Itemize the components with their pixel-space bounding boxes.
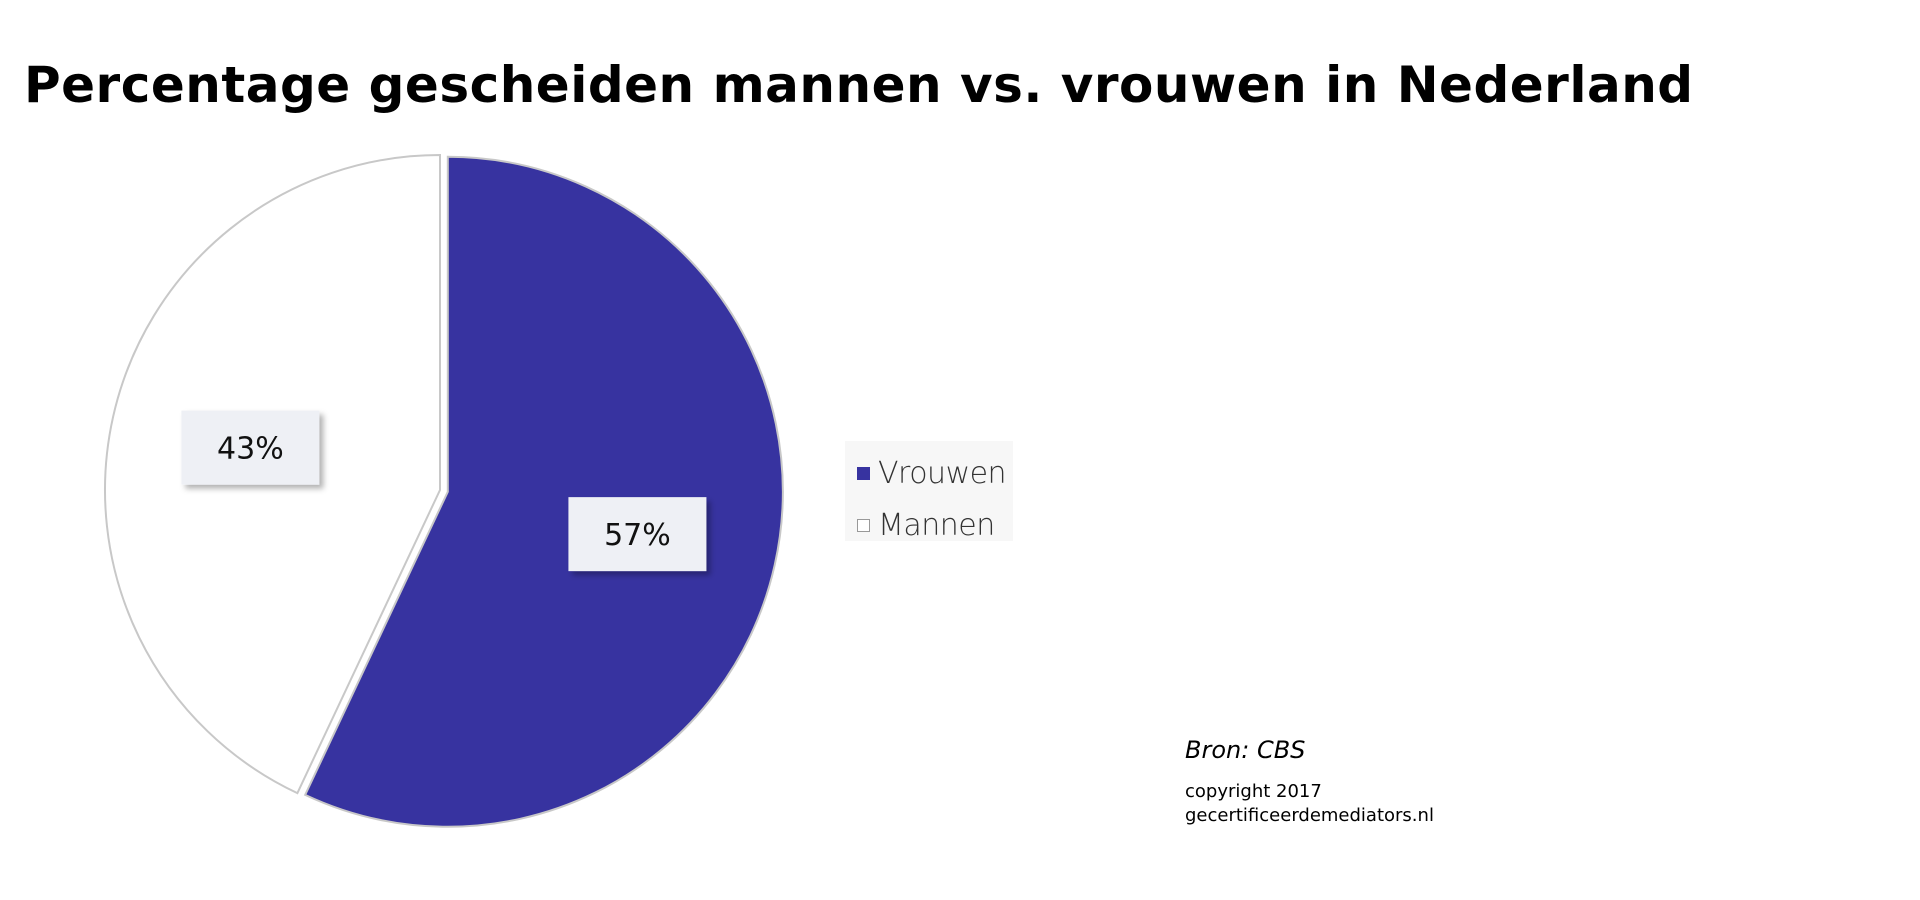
copyright-year: copyright 2017 bbox=[1185, 781, 1322, 802]
legend-label-vrouwen: Vrouwen bbox=[878, 455, 1007, 491]
legend-label-mannen: Mannen bbox=[878, 507, 995, 543]
legend: Vrouwen Mannen bbox=[845, 441, 1013, 543]
copyright-note: copyright 2017 gecertificeerdemediators.… bbox=[1185, 780, 1434, 828]
data-label-box bbox=[568, 497, 707, 572]
data-label-text: 43% bbox=[217, 432, 284, 467]
legend-item-vrouwen: Vrouwen bbox=[845, 447, 1013, 499]
data-label-vrouwen: 57% bbox=[568, 497, 707, 572]
chart-title: Percentage gescheiden mannen vs. vrouwen… bbox=[24, 56, 1694, 114]
pie-slice-vrouwen bbox=[303, 155, 784, 828]
data-label-box bbox=[181, 410, 320, 485]
copyright-site: gecertificeerdemediators.nl bbox=[1185, 805, 1434, 826]
data-label-mannen: 43% bbox=[181, 410, 320, 485]
legend-swatch-vrouwen bbox=[857, 466, 870, 480]
data-label-text: 57% bbox=[604, 518, 671, 553]
legend-swatch-mannen bbox=[857, 518, 870, 532]
legend-item-mannen: Mannen bbox=[845, 499, 1013, 551]
source-note: Bron: CBS bbox=[1185, 736, 1306, 764]
